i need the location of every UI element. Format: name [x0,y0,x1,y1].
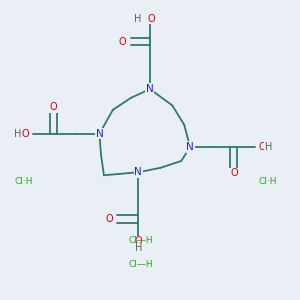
Text: Cl·H: Cl·H [258,177,277,186]
Text: N: N [96,129,103,139]
Text: H: H [265,142,272,152]
Text: O: O [105,214,113,224]
Text: O: O [50,103,57,112]
Text: H: H [134,14,141,24]
Text: Cl—H: Cl—H [129,236,153,245]
Text: H: H [135,243,142,253]
Text: N: N [146,84,154,94]
Text: O: O [230,168,238,178]
Text: O: O [258,142,266,152]
Text: O: O [22,129,30,139]
Text: N: N [186,142,194,152]
Text: H: H [14,129,21,139]
Text: Cl—H: Cl—H [129,260,153,269]
Text: N: N [134,167,142,177]
Text: Cl·H: Cl·H [14,177,33,186]
Text: O: O [119,37,127,46]
Text: O: O [135,236,142,246]
Text: O: O [148,14,155,24]
